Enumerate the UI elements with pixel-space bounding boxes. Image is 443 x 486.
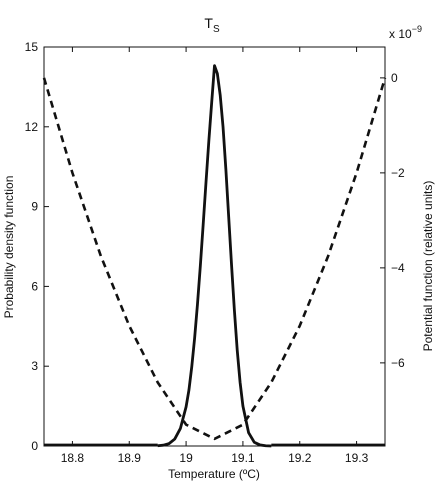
left-y-tick-label: 6 <box>31 279 38 293</box>
left-y-axis-ticks: 0 3 6 9 12 15 <box>25 40 49 453</box>
chart-title: TS <box>204 15 220 35</box>
left-y-tick-label: 12 <box>25 120 39 134</box>
x-tick-label: 18.9 <box>118 451 142 465</box>
right-y-tick-label: −6 <box>391 356 405 370</box>
right-y-tick-label: −2 <box>391 166 405 180</box>
right-y-tick-label: 0 <box>391 71 398 85</box>
x-tick-label: 19.2 <box>288 451 312 465</box>
series-line-potential <box>42 77 387 441</box>
x-tick-label: 19.1 <box>231 451 255 465</box>
left-y-axis-label: Probability density function <box>2 176 16 319</box>
right-axis-multiplier: x 10−9 <box>389 24 422 41</box>
left-y-tick-label: 9 <box>31 200 38 214</box>
right-axis-multiplier-base: x 10 <box>389 27 412 41</box>
x-axis-label: Temperature (ºC) <box>168 467 260 481</box>
series-group <box>42 64 387 448</box>
series-line-pdf <box>157 64 272 448</box>
right-axis-multiplier-exponent: −9 <box>412 24 422 34</box>
right-y-tick-label: −4 <box>391 261 405 275</box>
x-tick-label: 18.8 <box>61 451 85 465</box>
left-y-tick-label: 3 <box>31 359 38 373</box>
left-y-tick-label: 0 <box>31 439 38 453</box>
right-y-axis-label: Potential function (relative units) <box>421 181 435 352</box>
x-axis-ticks: 18.8 18.9 19 19.1 19.2 19.3 <box>61 47 369 465</box>
left-y-tick-label: 15 <box>25 40 39 54</box>
x-tick-label: 19.3 <box>345 451 369 465</box>
chart-title-main: T <box>204 15 213 31</box>
chart-title-subscript: S <box>213 24 220 35</box>
x-tick-label: 19 <box>179 451 193 465</box>
plot-frame <box>43 46 386 447</box>
right-y-axis-ticks: 0 −2 −4 −6 <box>380 71 405 370</box>
